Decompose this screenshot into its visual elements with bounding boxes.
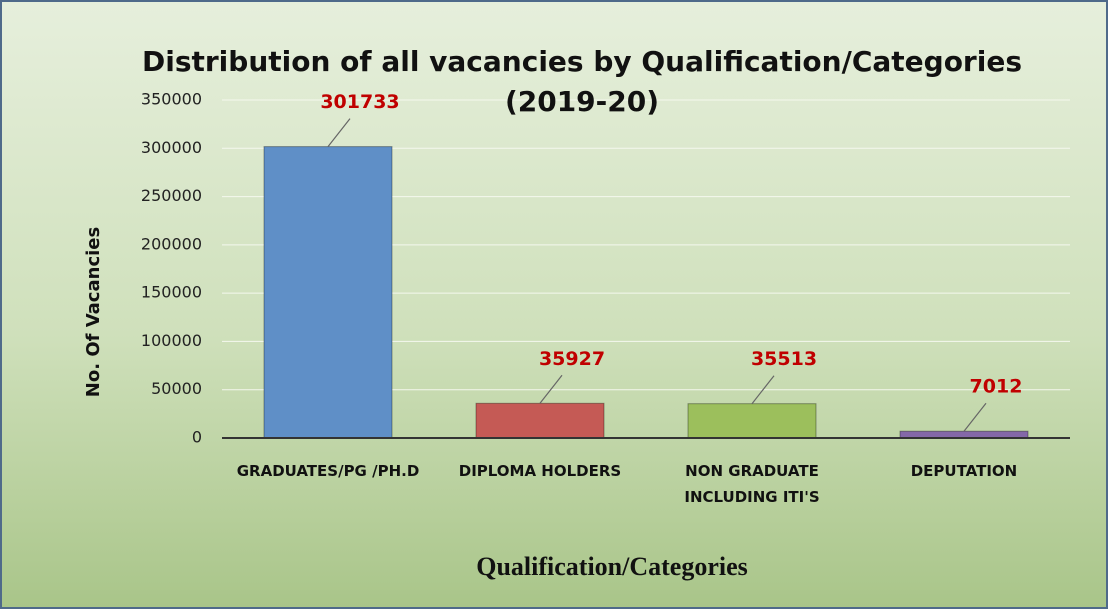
data-label: 7012	[970, 376, 1023, 398]
bar	[475, 402, 605, 439]
bar	[687, 403, 817, 439]
data-label: 35927	[539, 348, 605, 370]
y-tick-label: 350000	[141, 90, 202, 109]
chart-title: Distribution of all vacancies by Qualifi…	[141, 45, 1022, 118]
leader-line	[327, 118, 351, 147]
x-tick-label: DEPUTATION	[910, 462, 1018, 480]
y-tick-label: 250000	[141, 186, 202, 205]
leader-line	[963, 402, 987, 432]
x-tick-label: GRADUATES/PG /PH.D	[236, 462, 420, 480]
y-axis-label: No. Of Vacancies	[83, 227, 104, 397]
leader-line	[751, 375, 775, 405]
x-tick-label: DIPLOMA HOLDERS	[458, 462, 622, 480]
y-tick-label: 150000	[141, 283, 202, 302]
leader-line	[539, 374, 563, 404]
bar	[899, 430, 1029, 439]
data-label: 301733	[320, 91, 399, 113]
y-tick-label: 200000	[141, 234, 202, 253]
data-label: 35513	[751, 348, 817, 370]
x-tick-label: NON GRADUATE INCLUDING ITI'S	[684, 462, 820, 506]
x-axis-label: Qualification/Categories	[476, 552, 748, 581]
y-tick-label: 300000	[141, 138, 202, 157]
bar	[263, 146, 393, 439]
y-tick-label: 100000	[141, 331, 202, 350]
y-tick-label: 50000	[151, 379, 202, 398]
y-tick-label: 0	[192, 428, 202, 447]
